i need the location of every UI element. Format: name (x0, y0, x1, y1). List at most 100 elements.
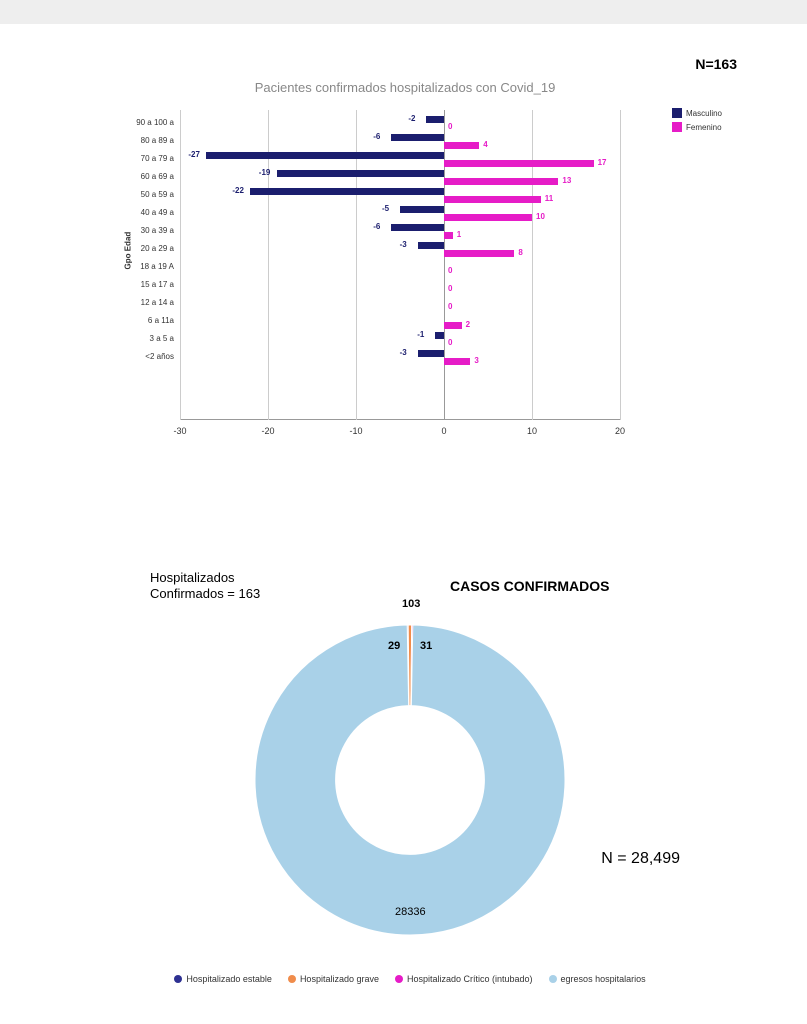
bar-male-value: -2 (408, 114, 415, 123)
bar-male (435, 332, 444, 339)
bar-female-value: 0 (448, 302, 452, 311)
bar-female-value: 0 (448, 284, 452, 293)
bar-row: 20 a 29 a-38 (180, 240, 620, 258)
bar-female (444, 214, 532, 221)
bar-row: 90 a 100 a-20 (180, 114, 620, 132)
bar-female (444, 178, 558, 185)
bar-category-label: 6 a 11a (148, 316, 174, 325)
donut-subtitle-1: Hospitalizados (150, 570, 235, 585)
bar-male (391, 224, 444, 231)
bar-chart: Pacientes confirmados hospitalizados con… (120, 80, 690, 460)
bar-female-value: 2 (466, 320, 470, 329)
bar-female (444, 322, 462, 329)
bar-male-value: -6 (373, 222, 380, 231)
bar-row: 3 a 5 a-10 (180, 330, 620, 348)
donut-chart-plot: 29 103 31 28336 (240, 610, 580, 950)
bar-male (206, 152, 444, 159)
legend-item-female: Femenino (672, 122, 722, 132)
bar-chart-n-label: N=163 (695, 56, 737, 72)
donut-subtitle-2: Confirmados = 163 (150, 586, 260, 601)
bar-male (391, 134, 444, 141)
bar-female-value: 4 (483, 140, 487, 149)
bar-male-value: -19 (259, 168, 271, 177)
bar-female (444, 250, 514, 257)
bar-category-label: 40 a 49 a (141, 208, 174, 217)
bar-category-label: <2 años (145, 352, 174, 361)
bar-category-label: 15 a 17 a (141, 280, 174, 289)
bar-row: 60 a 69 a-1913 (180, 168, 620, 186)
swatch-female (672, 122, 682, 132)
donut-title: CASOS CONFIRMADOS (450, 578, 609, 594)
legend-label: Hospitalizado Crítico (intubado) (407, 974, 533, 984)
bar-xtick-label: -30 (173, 426, 186, 436)
donut-legend-item: egresos hospitalarios (549, 974, 646, 984)
bar-male (250, 188, 444, 195)
bar-female-value: 3 (474, 356, 478, 365)
bar-row: 50 a 59 a-2211 (180, 186, 620, 204)
bar-male-value: -5 (382, 204, 389, 213)
bar-xtick-label: 20 (615, 426, 625, 436)
bar-female (444, 142, 479, 149)
bar-chart-ylabel: Gpo Edad (124, 232, 133, 270)
bar-male-value: -27 (188, 150, 200, 159)
bar-male-value: -22 (232, 186, 244, 195)
donut-legend-item: Hospitalizado grave (288, 974, 379, 984)
legend-dot (549, 975, 557, 983)
bar-row: 70 a 79 a-2717 (180, 150, 620, 168)
legend-label-female: Femenino (686, 123, 722, 132)
bar-male-value: -1 (417, 330, 424, 339)
bar-row: 15 a 17 a0 (180, 276, 620, 294)
bar-female (444, 160, 594, 167)
bar-category-label: 60 a 69 a (141, 172, 174, 181)
donut-chart: Hospitalizados Confirmados = 163 CASOS C… (130, 560, 690, 990)
bar-female-value: 1 (457, 230, 461, 239)
bar-category-label: 30 a 39 a (141, 226, 174, 235)
donut-hole (336, 706, 485, 855)
bar-xtick-label: 0 (441, 426, 446, 436)
bar-female (444, 358, 470, 365)
bar-row: 12 a 14 a0 (180, 294, 620, 312)
bar-male-value: -3 (400, 240, 407, 249)
bar-male (418, 242, 444, 249)
bar-row: 30 a 39 a-61 (180, 222, 620, 240)
bar-female-value: 0 (448, 266, 452, 275)
bar-category-label: 70 a 79 a (141, 154, 174, 163)
bar-category-label: 3 a 5 a (150, 334, 174, 343)
bar-category-label: 18 a 19 A (140, 262, 174, 271)
bar-row: 80 a 89 a-64 (180, 132, 620, 150)
bar-xtick-label: -20 (261, 426, 274, 436)
donut-value-28336: 28336 (395, 906, 426, 918)
bar-gridline (620, 110, 621, 420)
donut-n-label: N = 28,499 (601, 850, 680, 868)
bar-male (426, 116, 444, 123)
bar-chart-title: Pacientes confirmados hospitalizados con… (120, 80, 690, 95)
legend-dot (395, 975, 403, 983)
bar-female-value: 8 (518, 248, 522, 257)
bar-male-value: -6 (373, 132, 380, 141)
legend-dot (288, 975, 296, 983)
bar-row: 6 a 11a2 (180, 312, 620, 330)
bar-category-label: 80 a 89 a (141, 136, 174, 145)
legend-dot (174, 975, 182, 983)
legend-label: Hospitalizado estable (186, 974, 272, 984)
bar-row: <2 años-33 (180, 348, 620, 366)
bar-male-value: -3 (400, 348, 407, 357)
donut-value-31: 31 (420, 640, 432, 652)
bar-xtick-label: 10 (527, 426, 537, 436)
bar-female-value: 11 (545, 194, 553, 203)
legend-label: egresos hospitalarios (561, 974, 646, 984)
bar-female-value: 0 (448, 338, 452, 347)
bar-female (444, 196, 541, 203)
donut-value-103: 103 (402, 598, 420, 610)
bar-category-label: 50 a 59 a (141, 190, 174, 199)
bar-xtick-label: -10 (349, 426, 362, 436)
swatch-male (672, 108, 682, 118)
donut-legend-item: Hospitalizado Crítico (intubado) (395, 974, 533, 984)
bar-male (418, 350, 444, 357)
bar-row: 40 a 49 a-510 (180, 204, 620, 222)
bar-row: 18 a 19 A0 (180, 258, 620, 276)
bar-female-value: 17 (598, 158, 607, 167)
donut-svg (240, 610, 580, 950)
bar-chart-legend: Masculino Femenino (672, 108, 722, 136)
bar-chart-xaxis (180, 419, 620, 420)
